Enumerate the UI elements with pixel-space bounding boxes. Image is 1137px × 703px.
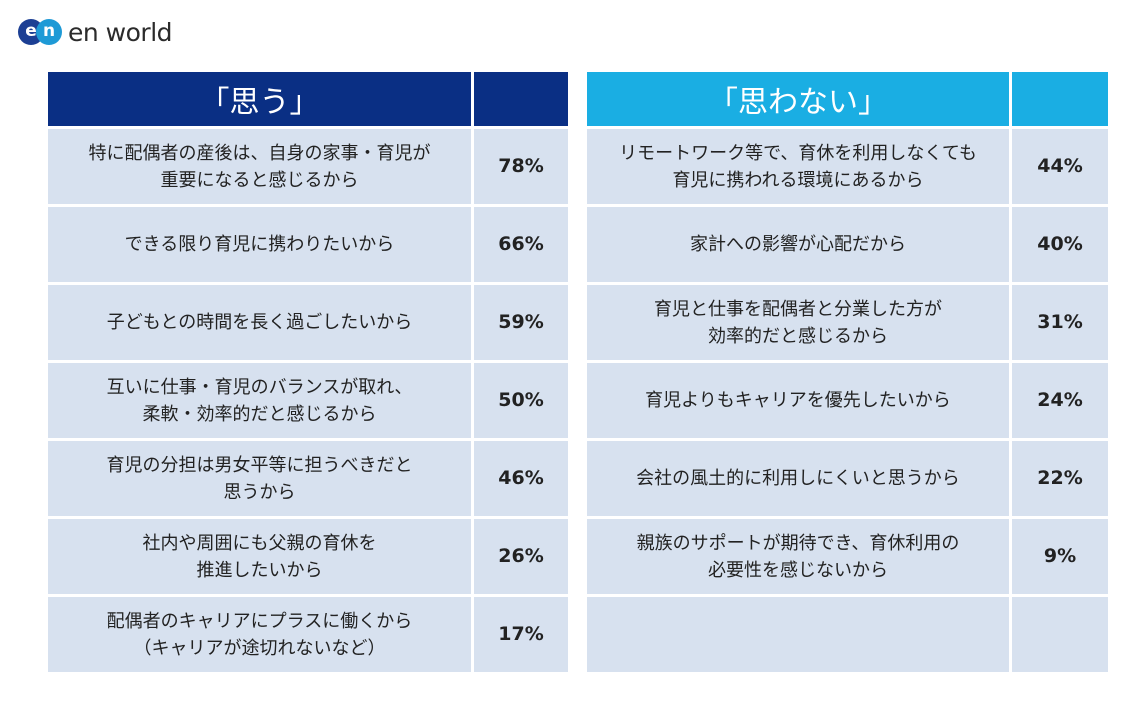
agree-pct-5: 46% <box>474 441 568 516</box>
agree-reason-3: 子どもとの時間を長く過ごしたいから <box>48 285 471 360</box>
disagree-table: 「思わない」 リモートワーク等で、育休を利用しなくても 育児に携われる環境にある… <box>587 72 1108 672</box>
agree-pct-4: 50% <box>474 363 568 438</box>
disagree-pct-7 <box>1012 597 1108 672</box>
disagree-reason-4: 育児よりもキャリアを優先したいから <box>587 363 1009 438</box>
disagree-pct-2: 40% <box>1012 207 1108 282</box>
agree-pct-2: 66% <box>474 207 568 282</box>
logo-mark-icon: e n <box>18 18 62 47</box>
disagree-pct-5: 22% <box>1012 441 1108 516</box>
disagree-header-blank <box>1012 72 1108 126</box>
disagree-reason-6: 親族のサポートが期待でき、育休利用の 必要性を感じないから <box>587 519 1009 594</box>
agree-reason-7: 配偶者のキャリアにプラスに働くから （キャリアが途切れないなど） <box>48 597 471 672</box>
disagree-reason-5: 会社の風土的に利用しにくいと思うから <box>587 441 1009 516</box>
logo-text: en world <box>68 18 173 47</box>
agree-table: 「思う」 特に配偶者の産後は、自身の家事・育児が 重要になると感じるから 78%… <box>48 72 568 672</box>
logo-mark-n: n <box>36 18 62 45</box>
disagree-reason-7 <box>587 597 1009 672</box>
agree-pct-6: 26% <box>474 519 568 594</box>
agree-reason-2: できる限り育児に携わりたいから <box>48 207 471 282</box>
agree-pct-1: 78% <box>474 129 568 204</box>
disagree-reason-2: 家計への影響が心配だから <box>587 207 1009 282</box>
brand-logo: e n en world <box>18 18 173 47</box>
agree-reason-4: 互いに仕事・育児のバランスが取れ、 柔軟・効率的だと感じるから <box>48 363 471 438</box>
agree-reason-6: 社内や周囲にも父親の育休を 推進したいから <box>48 519 471 594</box>
disagree-pct-3: 31% <box>1012 285 1108 360</box>
disagree-header: 「思わない」 <box>587 72 1009 126</box>
agree-pct-3: 59% <box>474 285 568 360</box>
disagree-pct-6: 9% <box>1012 519 1108 594</box>
agree-header: 「思う」 <box>48 72 471 126</box>
agree-reason-5: 育児の分担は男女平等に担うべきだと 思うから <box>48 441 471 516</box>
agree-header-blank <box>474 72 568 126</box>
agree-reason-1: 特に配偶者の産後は、自身の家事・育児が 重要になると感じるから <box>48 129 471 204</box>
disagree-reason-1: リモートワーク等で、育休を利用しなくても 育児に携われる環境にあるから <box>587 129 1009 204</box>
agree-pct-7: 17% <box>474 597 568 672</box>
disagree-pct-4: 24% <box>1012 363 1108 438</box>
disagree-pct-1: 44% <box>1012 129 1108 204</box>
disagree-reason-3: 育児と仕事を配偶者と分業した方が 効率的だと感じるから <box>587 285 1009 360</box>
